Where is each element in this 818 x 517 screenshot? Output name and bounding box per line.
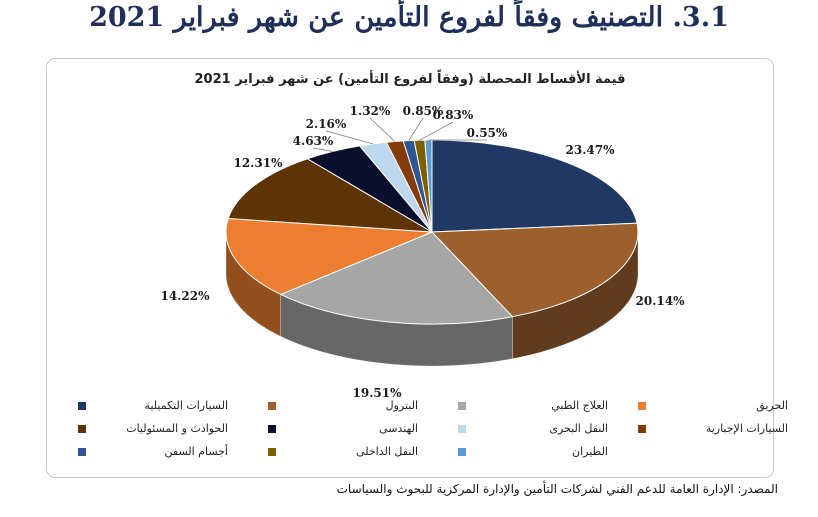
data-label-3: 14.22% [161, 289, 211, 303]
legend-label: النقل البحرى [549, 422, 608, 435]
legend-item: البترول [268, 397, 433, 415]
legend-label: الطيران [572, 445, 608, 458]
legend-item: الحريق [638, 397, 803, 415]
legend-label: الحوادث و المسئوليات [126, 422, 228, 435]
legend-label: العلاج الطبي [551, 399, 608, 412]
legend-label: السيارات التكميلية [144, 399, 228, 412]
data-label-1: 20.14% [636, 294, 686, 308]
data-label-6: 2.16% [306, 117, 347, 131]
legend-label: النقل الداخلى [356, 445, 418, 458]
pie-slice-1 [430, 222, 639, 318]
legend-swatch [638, 425, 646, 433]
legend-label: البترول [385, 399, 418, 412]
data-label-8: 0.85% [403, 104, 444, 118]
legend-item: الهندسى [268, 420, 433, 438]
data-label-2: 19.51% [353, 386, 403, 400]
legend-item: السيارات الإجبارية [638, 420, 803, 438]
legend-swatch [268, 425, 276, 433]
legend-item: الحوادث و المسئوليات [78, 420, 243, 438]
legend-swatch [78, 402, 86, 410]
legend-swatch [458, 402, 466, 410]
legend-item: السيارات التكميلية [78, 397, 243, 415]
legend-label: أجسام السفن [164, 445, 229, 458]
pie-slice-2 [279, 231, 514, 325]
legend-swatch [268, 448, 276, 456]
data-label-0: 23.47% [566, 143, 616, 157]
chart-frame [46, 58, 774, 478]
data-label-9: 0.83% [433, 108, 474, 122]
leader-line-7 [369, 117, 396, 142]
legend-swatch [78, 425, 86, 433]
pie-data-labels: 23.47% 20.14% 19.51% 14.22% 12.31% 4.63% 2.16%… [161, 104, 686, 400]
leader-line-8 [408, 117, 424, 141]
legend-item: الطيران [458, 443, 623, 461]
legend-label: الحريق [756, 399, 788, 412]
data-label-7: 1.32% [350, 104, 391, 118]
legend-item: العلاج الطبي [458, 397, 623, 415]
legend-item: أجسام السفن [78, 443, 243, 461]
data-label-4: 12.31% [234, 156, 284, 170]
legend-item: النقل الداخلى [268, 443, 433, 461]
pie-slice-0 [431, 139, 638, 233]
pie-slice-3 [225, 217, 433, 295]
legend-swatch [638, 402, 646, 410]
data-label-10: 0.55% [467, 126, 508, 140]
data-label-5: 4.63% [293, 134, 334, 148]
leader-line-5 [312, 147, 333, 152]
legend-label: السيارات الإجبارية [705, 422, 788, 435]
pie-side-walls [225, 232, 639, 367]
pie-slice-4 [227, 158, 433, 233]
page-title: 3.1. التصنيف وفقاً لفروع التأمين عن شهر … [89, 2, 729, 33]
legend-swatch [268, 402, 276, 410]
chart-title: قيمة الأقساط المحصلة (وفقاً لفروع التأمي… [194, 72, 626, 87]
leader-line-9 [419, 121, 454, 141]
legend-swatch [78, 448, 86, 456]
legend-label: الهندسى [379, 422, 418, 435]
legend-swatch [458, 448, 466, 456]
legend-swatch [458, 425, 466, 433]
pie-top-faces [225, 139, 639, 325]
source-note: المصدر: الإدارة العامة للدعم الفني لشركا… [336, 482, 778, 496]
leader-line-6 [325, 130, 374, 145]
legend-item: النقل البحرى [458, 420, 623, 438]
